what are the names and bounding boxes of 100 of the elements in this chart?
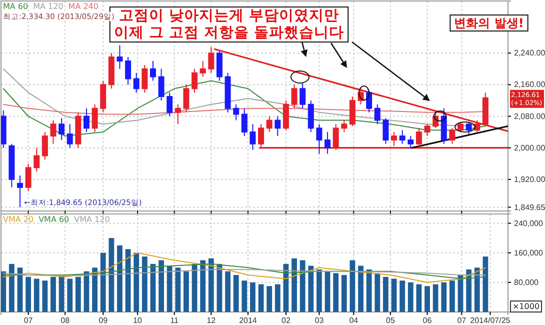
candlestick — [150, 60, 156, 82]
candlestick — [324, 132, 331, 154]
bar — [100, 252, 106, 312]
text: VMA 60 — [38, 215, 70, 224]
bar — [158, 260, 164, 312]
bar — [142, 256, 148, 312]
candlestick — [274, 116, 281, 136]
candlestick — [75, 112, 82, 148]
candlestick — [341, 120, 348, 133]
candlestick — [42, 132, 48, 160]
x-tick-label: 11 — [170, 316, 180, 325]
candlestick — [50, 120, 56, 144]
candlestick — [349, 96, 356, 127]
bar — [341, 275, 347, 312]
bar — [350, 260, 356, 312]
line-series — [2, 268, 486, 276]
candlestick — [1, 110, 6, 148]
text: MA 120 — [33, 2, 64, 11]
bar — [383, 276, 388, 312]
bar — [208, 258, 214, 312]
candlestick — [382, 118, 389, 144]
line-series — [2, 252, 486, 283]
candlestick — [100, 80, 106, 113]
candlestick — [449, 128, 456, 144]
x-tick-label: 09 — [98, 316, 108, 325]
x-tick-label: 03 — [314, 316, 324, 325]
bar — [432, 284, 438, 312]
y-tick-label: 2,240.00 — [514, 48, 545, 58]
bar — [449, 280, 455, 312]
bar — [108, 238, 114, 312]
bar — [391, 278, 397, 312]
bar — [474, 268, 480, 312]
candlestick — [92, 104, 98, 133]
bar — [324, 271, 330, 312]
candlestick — [374, 104, 380, 125]
bar — [333, 273, 339, 312]
text: VMA 120 — [74, 215, 110, 224]
bar — [416, 284, 422, 312]
bar — [408, 282, 414, 312]
candlestick — [282, 100, 289, 131]
y-tick-label: 2,080.00 — [514, 112, 545, 121]
candlestick — [250, 124, 256, 150]
text: MA 60 — [3, 2, 28, 11]
bar — [258, 284, 264, 312]
candlestick — [266, 116, 272, 133]
x-tick-label: 06 — [422, 316, 432, 325]
bar — [67, 278, 73, 312]
candlestick — [142, 64, 148, 94]
candlestick — [366, 90, 372, 113]
bar — [200, 260, 206, 312]
candlestick — [58, 118, 65, 140]
x-tick-label: 07 — [24, 316, 34, 325]
bar — [300, 260, 306, 312]
bar — [466, 269, 472, 312]
bar — [117, 245, 122, 312]
candlestick — [300, 82, 306, 109]
y-tick-label: 2,000.00 — [514, 143, 545, 152]
candlestick — [399, 130, 406, 144]
x-tick-label: 02 — [282, 316, 291, 325]
bar — [233, 275, 239, 312]
x-tick-label: 07 — [457, 316, 467, 325]
candlestick — [17, 174, 23, 208]
y-tick-label: 1,920.00 — [514, 174, 545, 184]
candlestick — [466, 122, 472, 135]
candlestick — [440, 108, 447, 144]
x-tick-label: 2014/07/25 — [470, 316, 511, 325]
bar — [274, 284, 280, 312]
bar — [250, 282, 256, 312]
bar — [58, 275, 64, 312]
x-tick-label: 12 — [206, 316, 216, 325]
bar — [400, 280, 406, 312]
candlestick — [66, 124, 73, 148]
candlestick — [233, 104, 240, 121]
bar — [292, 258, 297, 312]
candlestick — [208, 46, 214, 74]
bar — [50, 276, 56, 312]
candlestick — [224, 72, 231, 113]
bar — [175, 268, 181, 312]
y-tick-label: 1,849.65 — [514, 202, 545, 212]
candlestick — [83, 108, 90, 133]
candlestick — [116, 44, 123, 70]
x-tick-label: 08 — [60, 316, 70, 325]
candlestick — [34, 147, 40, 172]
text: VMA 20 — [3, 215, 34, 224]
candlestick — [316, 124, 322, 154]
candlestick — [158, 68, 164, 101]
candlestick — [424, 124, 430, 136]
bar — [358, 266, 364, 312]
bar — [34, 278, 40, 312]
bar — [366, 269, 372, 312]
bar — [26, 276, 32, 312]
candlestick — [291, 84, 298, 109]
bar — [166, 266, 172, 312]
candlestick — [125, 56, 132, 86]
candlestick — [216, 50, 222, 82]
candlestick — [183, 84, 190, 113]
bar — [1, 271, 6, 312]
annotation: 고점이 낮아지는게 부담이였지만 이제 그 고점 저항을 돌파했습니다 — [114, 8, 344, 41]
bar — [482, 256, 488, 312]
bar — [8, 264, 14, 312]
